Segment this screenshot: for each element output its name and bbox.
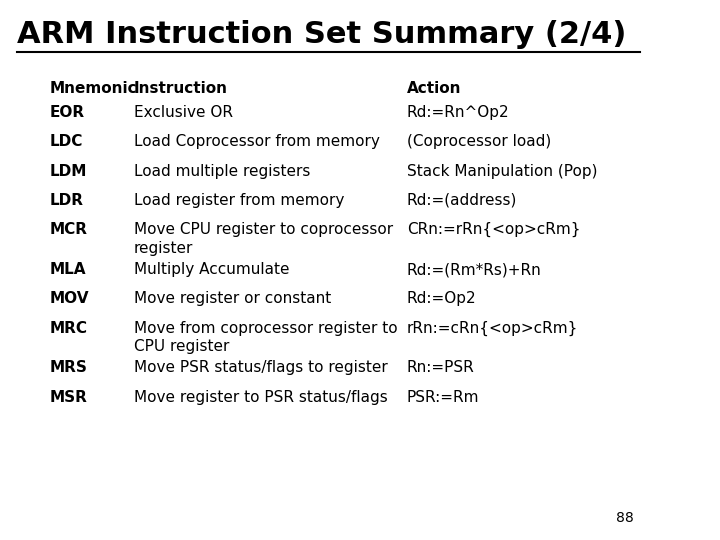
Text: CRn:=rRn{<op>cRm}: CRn:=rRn{<op>cRm} [407, 222, 580, 238]
Text: MRS: MRS [50, 360, 88, 375]
Text: Move PSR status/flags to register: Move PSR status/flags to register [134, 360, 388, 375]
Text: Instruction: Instruction [134, 81, 228, 96]
Text: rRn:=cRn{<op>cRm}: rRn:=cRn{<op>cRm} [407, 321, 578, 336]
Text: MRC: MRC [50, 321, 88, 335]
Text: PSR:=Rm: PSR:=Rm [407, 390, 479, 404]
Text: Load multiple registers: Load multiple registers [134, 164, 310, 179]
Text: Rn:=PSR: Rn:=PSR [407, 360, 474, 375]
Text: 88: 88 [616, 511, 634, 525]
Text: Mnemonic: Mnemonic [50, 81, 138, 96]
Text: Move register to PSR status/flags: Move register to PSR status/flags [134, 390, 388, 404]
Text: Action: Action [407, 81, 461, 96]
Text: MOV: MOV [50, 291, 89, 306]
Text: LDM: LDM [50, 164, 87, 179]
Text: Rd:=(address): Rd:=(address) [407, 193, 517, 208]
Text: MCR: MCR [50, 222, 88, 237]
Text: Rd:=(Rm*Rs)+Rn: Rd:=(Rm*Rs)+Rn [407, 262, 541, 277]
Text: LDC: LDC [50, 134, 83, 150]
Text: Move from coprocessor register to
CPU register: Move from coprocessor register to CPU re… [134, 321, 397, 354]
Text: Stack Manipulation (Pop): Stack Manipulation (Pop) [407, 164, 597, 179]
Text: (Coprocessor load): (Coprocessor load) [407, 134, 551, 150]
Text: Move register or constant: Move register or constant [134, 291, 331, 306]
Text: ARM Instruction Set Summary (2/4): ARM Instruction Set Summary (2/4) [17, 20, 626, 49]
Text: Rd:=Op2: Rd:=Op2 [407, 291, 476, 306]
Text: Multiply Accumulate: Multiply Accumulate [134, 262, 289, 277]
Text: EOR: EOR [50, 105, 85, 120]
Text: Exclusive OR: Exclusive OR [134, 105, 233, 120]
Text: Load Coprocessor from memory: Load Coprocessor from memory [134, 134, 380, 150]
Text: MLA: MLA [50, 262, 86, 277]
Text: LDR: LDR [50, 193, 84, 208]
Text: Rd:=Rn^Op2: Rd:=Rn^Op2 [407, 105, 509, 120]
Text: Load register from memory: Load register from memory [134, 193, 344, 208]
Text: MSR: MSR [50, 390, 88, 404]
Text: Move CPU register to coprocessor
register: Move CPU register to coprocessor registe… [134, 222, 393, 256]
